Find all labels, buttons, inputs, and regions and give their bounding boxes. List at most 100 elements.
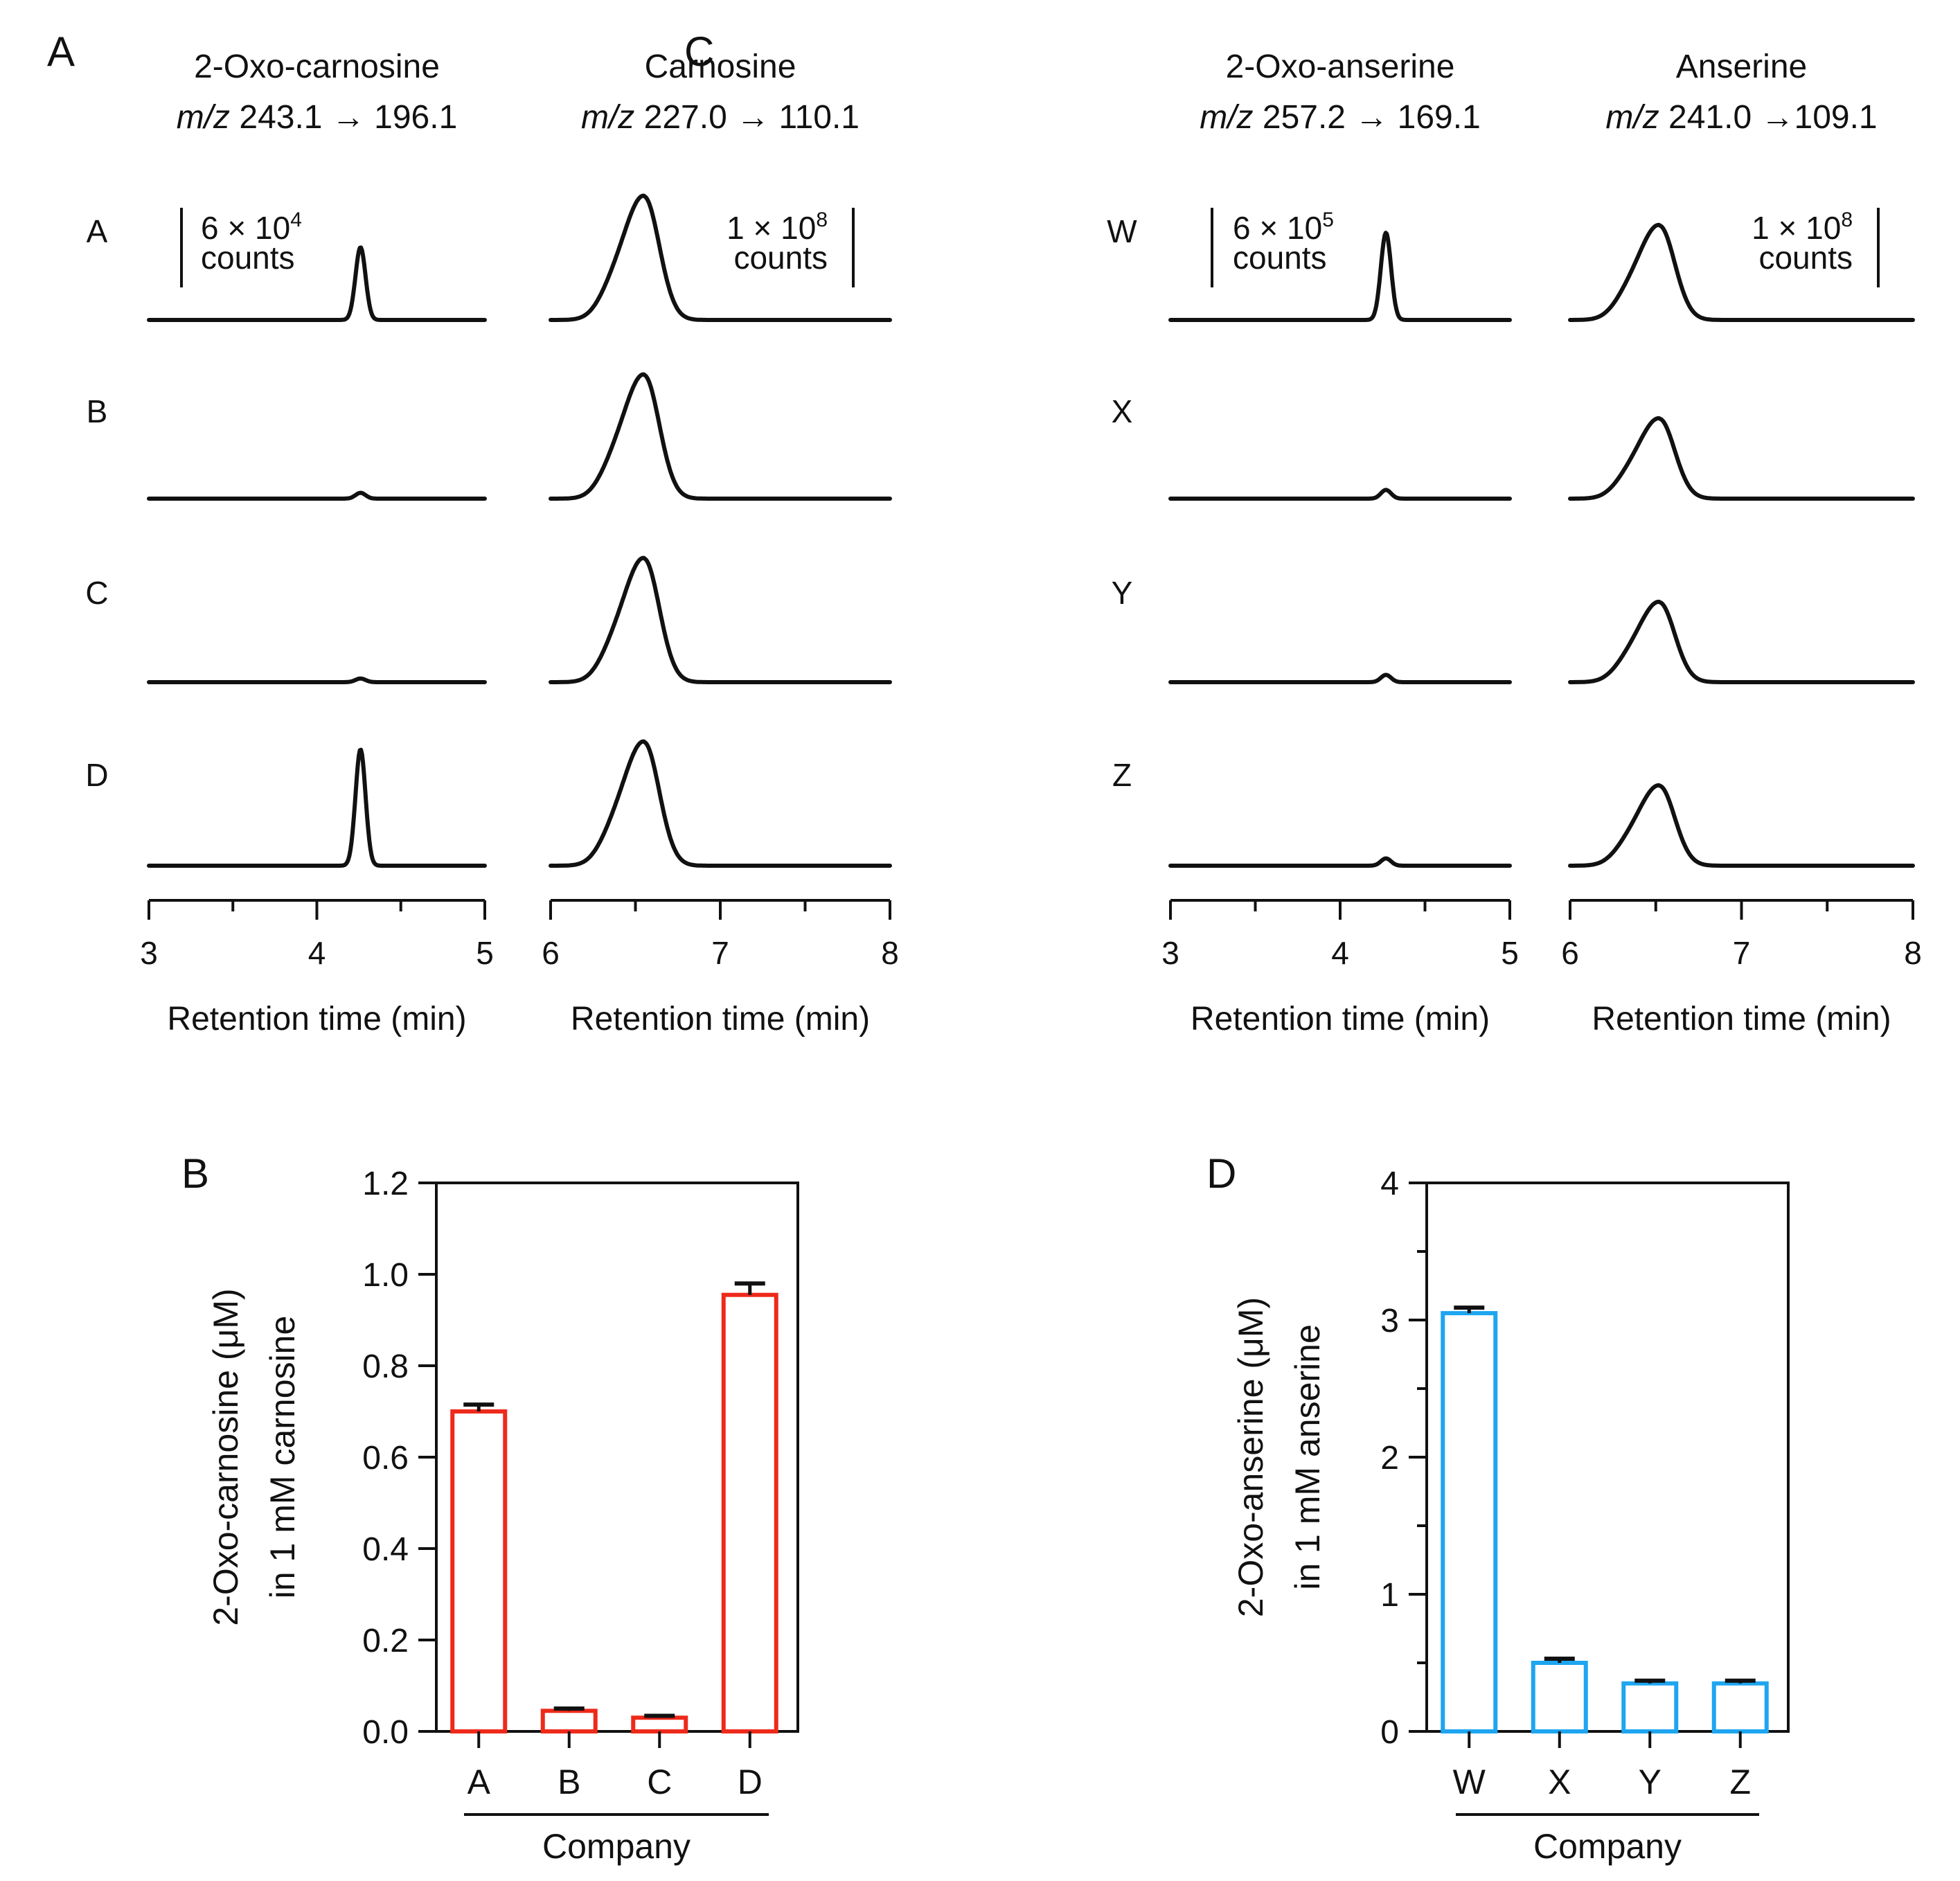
scale-bar-value: 6 × 105 bbox=[1233, 208, 1334, 246]
trace-sample-c bbox=[147, 676, 487, 684]
trace-sample-w bbox=[1568, 222, 1915, 322]
bar-chart-panel-d: 0 1 2 3 4 2-Oxo-anserine (μM) in 1 mM anserine… bbox=[1231, 1166, 1790, 1866]
x-axis-label: Company bbox=[542, 1827, 691, 1866]
transition-value: 227.0 → 110.1 bbox=[634, 99, 859, 136]
x-tick-label-x: X bbox=[1548, 1763, 1571, 1801]
scale-bar-unit: counts bbox=[201, 240, 295, 276]
scale-bar-mantissa: 6 × 10 bbox=[1233, 210, 1322, 246]
sample-label-c: C bbox=[85, 575, 108, 611]
trace-sample-z bbox=[1568, 783, 1915, 868]
trace-sample-x bbox=[1168, 488, 1512, 501]
scale-bar-unit: counts bbox=[733, 240, 828, 276]
chromatogram-transition: m/z 257.2 → 169.1 bbox=[1200, 99, 1481, 136]
x-tick-label: 8 bbox=[1904, 935, 1922, 971]
x-tick-label: 8 bbox=[881, 935, 899, 971]
trace-sample-y bbox=[1568, 599, 1915, 684]
trace-sample-d bbox=[549, 739, 892, 868]
y-tick-label: 0.8 bbox=[362, 1348, 409, 1385]
y-axis-label-line2: in 1 mM anserine bbox=[1288, 1324, 1327, 1590]
mz-label: m/z bbox=[1605, 99, 1659, 136]
scale-bar-value: 1 × 108 bbox=[727, 208, 828, 246]
x-tick-label: 4 bbox=[308, 935, 326, 971]
x-axis-label: Retention time (min) bbox=[167, 1001, 466, 1037]
x-tick-label-a: A bbox=[467, 1763, 491, 1801]
x-tick-label-w: W bbox=[1453, 1763, 1486, 1801]
x-tick-label: 5 bbox=[1501, 935, 1519, 971]
x-tick-label-b: B bbox=[558, 1763, 580, 1801]
x-axis-label: Company bbox=[1533, 1827, 1682, 1866]
panel-label-b: B bbox=[181, 1150, 209, 1197]
x-tick-label-c: C bbox=[647, 1763, 672, 1801]
y-tick-label: 1 bbox=[1380, 1577, 1399, 1614]
x-tick-label: 6 bbox=[542, 935, 560, 971]
transition-value: 257.2 → 169.1 bbox=[1254, 99, 1481, 136]
x-tick-label: 3 bbox=[140, 935, 158, 971]
chromatogram-transition: m/z 227.0 → 110.1 bbox=[581, 99, 859, 136]
x-tick-label: 3 bbox=[1161, 935, 1179, 971]
trace-sample-z bbox=[1168, 856, 1512, 868]
x-tick-label-y: Y bbox=[1639, 1763, 1661, 1801]
x-tick-label-z: Z bbox=[1729, 1763, 1751, 1801]
transition-value: 243.1 → 196.1 bbox=[230, 99, 457, 136]
y-axis-label-line1: 2-Oxo-anserine (μM) bbox=[1231, 1297, 1270, 1617]
bar-c bbox=[631, 1715, 688, 1733]
chromatogram-transition: m/z 243.1 → 196.1 bbox=[177, 99, 458, 136]
x-tick-label: 7 bbox=[711, 935, 729, 971]
scale-bar-value: 6 × 104 bbox=[201, 208, 302, 246]
bar-z bbox=[1711, 1681, 1769, 1733]
trace-sample-a bbox=[549, 193, 892, 322]
trace-sample-c bbox=[549, 555, 892, 684]
scale-bar-exponent: 8 bbox=[1841, 208, 1853, 231]
bar-y bbox=[1621, 1681, 1679, 1733]
panel-label-c: C bbox=[684, 28, 714, 75]
mz-label: m/z bbox=[581, 99, 634, 136]
bar-d bbox=[721, 1292, 778, 1733]
y-tick-label: 0.2 bbox=[362, 1623, 409, 1659]
sample-label-z: Z bbox=[1112, 757, 1132, 793]
scale-bar-mantissa: 1 × 10 bbox=[1752, 210, 1841, 246]
scale-bar-mantissa: 1 × 10 bbox=[727, 210, 816, 246]
trace-sample-w bbox=[1168, 231, 1512, 322]
chromatogram-title: 2-Oxo-carnosine bbox=[194, 48, 440, 85]
y-axis-label-line2: in 1 mM carnosine bbox=[263, 1316, 302, 1599]
trace-sample-b bbox=[147, 490, 487, 501]
y-tick-label: 0.6 bbox=[362, 1440, 409, 1477]
trace-sample-d bbox=[147, 747, 487, 868]
scale-bar-exponent: 8 bbox=[816, 208, 828, 231]
scale-bar-exponent: 5 bbox=[1322, 208, 1334, 231]
y-axis-label-line1: 2-Oxo-carnosine (μM) bbox=[206, 1288, 245, 1625]
sample-label-d: D bbox=[85, 757, 108, 793]
bar-b bbox=[540, 1709, 598, 1734]
chromatogram-title: Anserine bbox=[1676, 48, 1807, 85]
y-tick-label: 0 bbox=[1380, 1714, 1399, 1751]
mz-label: m/z bbox=[1200, 99, 1253, 136]
x-tick-label: 6 bbox=[1561, 935, 1579, 971]
trace-sample-y bbox=[1168, 672, 1512, 684]
trace-sample-a bbox=[147, 245, 487, 322]
x-tick-label-d: D bbox=[738, 1763, 763, 1801]
chromatogram-title: 2-Oxo-anserine bbox=[1226, 48, 1455, 85]
scale-bar-mantissa: 6 × 10 bbox=[201, 210, 290, 246]
x-axis-label: Retention time (min) bbox=[571, 1001, 870, 1037]
y-tick-label: 3 bbox=[1380, 1303, 1399, 1339]
x-axis-label: Retention time (min) bbox=[1592, 1001, 1891, 1037]
scale-bar-exponent: 4 bbox=[290, 208, 302, 231]
scale-bar-unit: counts bbox=[1233, 240, 1327, 276]
sample-label-x: X bbox=[1112, 393, 1133, 429]
panel-label-a: A bbox=[47, 28, 75, 75]
sample-label-w: W bbox=[1107, 213, 1137, 249]
transition-value: 241.0 →109.1 bbox=[1659, 99, 1878, 136]
y-tick-label: 4 bbox=[1380, 1166, 1399, 1202]
bar-x bbox=[1531, 1661, 1588, 1733]
y-tick-label: 0.0 bbox=[362, 1714, 409, 1751]
sample-label-b: B bbox=[87, 393, 108, 429]
sample-label-a: A bbox=[87, 213, 108, 249]
mz-label: m/z bbox=[177, 99, 230, 136]
y-tick-label: 1.2 bbox=[362, 1166, 409, 1202]
y-tick-label: 0.4 bbox=[362, 1531, 409, 1568]
